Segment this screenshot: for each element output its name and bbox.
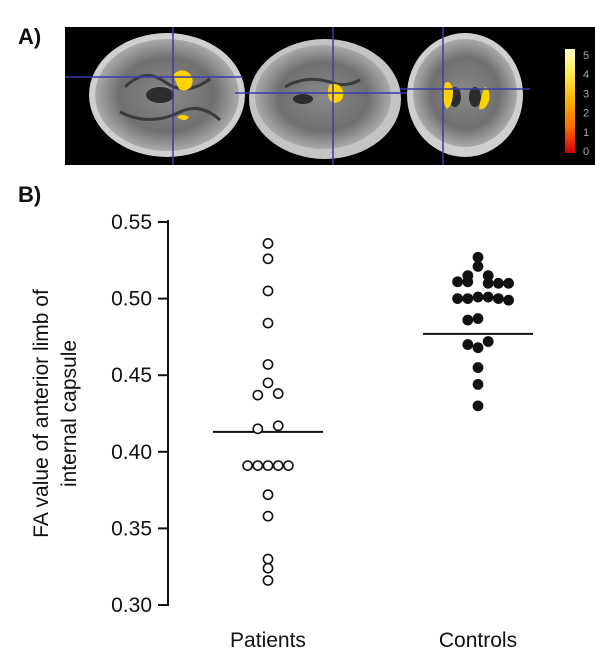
control-data-point: [462, 339, 474, 350]
control-data-point: [503, 277, 514, 289]
y-tick-label: 0.55: [111, 211, 152, 234]
mri-image-strip: 5 4 3 2 1 0: [65, 27, 595, 165]
patient-data-point: [252, 423, 264, 435]
patient-data-point: [262, 575, 274, 586]
x-category-label: Patients: [230, 629, 306, 652]
control-data-point: [452, 293, 463, 304]
y-tick-label: 0.40: [111, 441, 152, 464]
group-patients: [213, 238, 323, 586]
axial-slice: [65, 27, 245, 165]
patient-data-point: [262, 359, 274, 370]
patient-data-point: [262, 317, 274, 329]
y-tick-label: 0.45: [111, 364, 152, 387]
coronal-slice: [400, 27, 530, 165]
colorbar-tick-label: 4: [583, 69, 589, 81]
y-axis-ticks: 0.30 0.35 0.40 0.45 0.50 0.55: [111, 211, 168, 617]
control-data-point: [472, 291, 484, 303]
group-controls: [423, 251, 533, 412]
control-data-point: [462, 293, 474, 304]
patient-data-point: [262, 489, 274, 501]
control-data-point: [462, 276, 474, 288]
panel-a-label: A): [18, 24, 42, 49]
control-data-point: [472, 342, 484, 354]
patient-data-point: [272, 388, 284, 399]
patient-data-point: [272, 420, 284, 432]
y-tick-label: 0.30: [111, 594, 152, 617]
scatter-chart: 0.30 0.35 0.40 0.45 0.50 0.55 FA value of ant…: [30, 211, 533, 652]
patient-data-point: [262, 510, 274, 522]
control-data-point: [472, 251, 484, 263]
y-axis-title-line-1: FA value of anterior limb of: [30, 289, 53, 538]
x-category-label: Controls: [439, 629, 517, 652]
control-data-point: [492, 293, 504, 304]
patient-data-point: [242, 460, 253, 471]
control-data-point: [472, 362, 484, 373]
colorbar-gradient: [565, 49, 575, 153]
x-axis-labels: Patients Controls: [230, 629, 517, 652]
control-data-point: [472, 261, 484, 272]
patient-data-point: [252, 460, 264, 471]
control-data-point: [492, 277, 504, 289]
patient-data-point: [262, 562, 274, 574]
control-data-point: [452, 276, 463, 288]
colorbar-tick-label: 0: [583, 146, 589, 158]
control-data-point: [462, 314, 474, 326]
colorbar-tick-label: 3: [583, 88, 589, 100]
colorbar: 5 4 3 2 1 0: [565, 49, 589, 158]
control-data-point: [472, 378, 484, 390]
colorbar-tick-label: 5: [583, 50, 589, 62]
y-tick-label: 0.50: [111, 288, 152, 311]
panel-b-label: B): [18, 182, 42, 207]
control-data-point: [472, 400, 484, 412]
patient-data-point: [262, 460, 274, 471]
colorbar-tick-label: 2: [583, 108, 589, 120]
patient-data-point: [262, 253, 274, 265]
control-data-point: [482, 291, 494, 303]
y-axis-title-line-2: internal capsule: [58, 340, 81, 487]
control-data-point: [503, 294, 514, 306]
patient-data-point: [262, 285, 274, 297]
y-tick-label: 0.35: [111, 517, 152, 540]
patient-data-point: [262, 553, 274, 565]
control-data-point: [472, 313, 484, 324]
colorbar-tick-label: 1: [583, 127, 589, 139]
patient-data-point: [262, 377, 274, 389]
control-data-point: [482, 336, 494, 347]
patient-data-point: [272, 460, 284, 471]
control-data-point: [482, 277, 494, 289]
patient-data-point: [252, 389, 264, 401]
patient-data-point: [262, 238, 274, 249]
patient-data-point: [282, 460, 294, 471]
scatter-groups: [213, 238, 533, 586]
sagittal-slice: [235, 27, 410, 165]
